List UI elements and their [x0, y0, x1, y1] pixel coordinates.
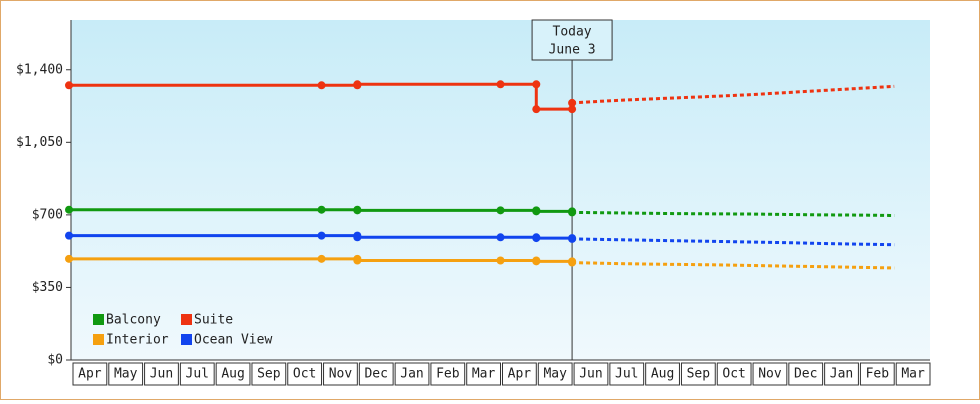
legend-swatch [181, 314, 192, 325]
point [532, 80, 541, 89]
x-tick-label: Jun [150, 367, 173, 382]
y-tick-label: $1,400 [16, 62, 63, 77]
x-tick-label: Apr [508, 367, 532, 382]
month-box [573, 362, 609, 386]
x-tick-label: Jul [615, 367, 638, 382]
x-tick-label: Oct [722, 367, 745, 382]
month-box [716, 362, 752, 386]
legend-swatch [181, 334, 192, 345]
point [532, 105, 541, 114]
today-box [531, 19, 613, 61]
point [496, 206, 505, 215]
point [353, 233, 362, 242]
x-tick-label: Feb [866, 367, 890, 382]
y-tick-label: $700 [32, 207, 63, 222]
month-box [179, 362, 215, 386]
x-tick-label: Jan [400, 367, 423, 382]
projection-line [572, 210, 895, 217]
month-box [358, 362, 394, 386]
y-tick-label: $0 [47, 353, 63, 368]
x-tick-label: Jan [830, 367, 853, 382]
x-tick-label: Sep [257, 367, 281, 382]
month-box [680, 362, 716, 386]
projection-line [571, 84, 895, 105]
x-tick-label: Aug [221, 367, 244, 382]
point [532, 257, 541, 266]
month-box [394, 362, 430, 386]
today-label: June 3 [549, 43, 596, 58]
month-box [251, 362, 287, 386]
month-box [537, 362, 573, 386]
month-box [752, 362, 788, 386]
month-box [72, 362, 108, 386]
today-label: Today [553, 25, 592, 40]
x-tick-label: Apr [78, 367, 102, 382]
x-tick-label: May [543, 367, 567, 382]
point [65, 231, 73, 240]
point [353, 206, 362, 215]
point [353, 80, 362, 89]
y-tick-label: $1,050 [16, 135, 63, 150]
month-box [323, 362, 358, 386]
point [496, 233, 505, 242]
month-box [144, 362, 179, 386]
point [65, 81, 73, 90]
month-box [430, 362, 466, 386]
legend-label: Balcony [106, 313, 161, 328]
projection-line [572, 261, 895, 270]
month-box [895, 362, 931, 386]
point [65, 254, 73, 263]
point [353, 256, 362, 265]
point [496, 256, 505, 265]
month-box [824, 362, 859, 386]
month-box [859, 362, 895, 386]
x-tick-label: Jun [579, 367, 602, 382]
x-tick-label: Dec [794, 367, 817, 382]
y-tick-label: $350 [32, 280, 63, 295]
month-box [215, 362, 251, 386]
point [568, 105, 577, 114]
x-tick-label: Mar [472, 367, 496, 382]
month-box [108, 362, 144, 386]
x-tick-label: Nov [758, 367, 782, 382]
x-tick-label: Oct [293, 367, 316, 382]
x-tick-label: Dec [364, 367, 387, 382]
month-box [645, 362, 680, 386]
legend-label: Interior [106, 333, 169, 348]
x-tick-label: Sep [687, 367, 711, 382]
x-tick-label: Jul [186, 367, 209, 382]
point [317, 254, 326, 263]
month-box [287, 362, 323, 386]
x-tick-label: Feb [436, 367, 460, 382]
x-tick-label: Nov [329, 367, 353, 382]
x-tick-label: Aug [651, 367, 674, 382]
month-box [502, 362, 537, 386]
point [317, 205, 326, 214]
point [65, 205, 73, 214]
legend-label: Suite [194, 313, 233, 328]
point [317, 231, 326, 240]
month-box [788, 362, 824, 386]
plot-area [71, 20, 930, 360]
legend-swatch [93, 334, 104, 345]
point [532, 207, 541, 216]
x-tick-label: May [114, 367, 138, 382]
projection-line [572, 237, 895, 247]
legend-swatch [93, 314, 104, 325]
point [317, 81, 326, 90]
month-box [466, 362, 502, 386]
month-box [609, 362, 645, 386]
x-tick-label: Mar [901, 367, 925, 382]
point [496, 80, 505, 89]
legend-label: Ocean View [194, 333, 272, 348]
point [532, 234, 541, 243]
